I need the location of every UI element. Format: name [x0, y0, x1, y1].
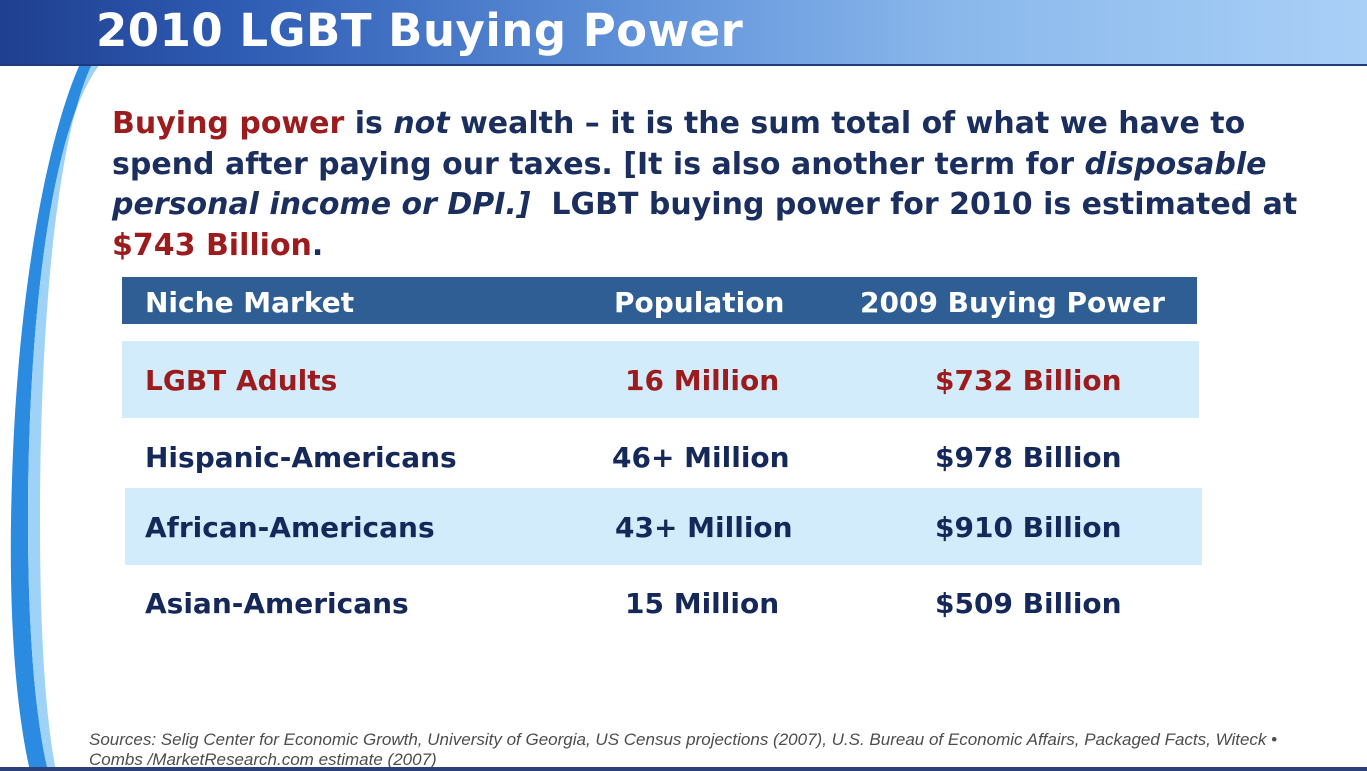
intro-amount: $743 Billion [112, 227, 312, 263]
intro-text-3: LGBT buying power for 2010 is estimated … [530, 187, 1308, 222]
intro-definition: disposable personal income or DPI.] [112, 146, 1267, 223]
cell-market: African-Americans [145, 511, 435, 544]
table-row: Hispanic-Americans 46+ Million $978 Bill… [122, 418, 1199, 495]
cell-population: 15 Million [625, 587, 780, 620]
header-buying-power: 2009 Buying Power [860, 286, 1165, 319]
decorative-swoosh [10, 64, 100, 771]
cell-buying-power: $732 Billion [935, 364, 1122, 397]
table-row: LGBT Adults 16 Million $732 Billion [122, 341, 1199, 418]
cell-population: 46+ Million [612, 441, 790, 474]
bottom-divider [0, 767, 1367, 771]
title-bar: 2010 LGBT Buying Power [0, 0, 1367, 66]
slide-title: 2010 LGBT Buying Power [96, 4, 744, 57]
cell-buying-power: $978 Billion [935, 441, 1122, 474]
intro-text-1: is [344, 106, 394, 141]
sources-footnote: Sources: Selig Center for Economic Growt… [89, 730, 1278, 769]
cell-market: LGBT Adults [145, 364, 338, 397]
header-niche-market: Niche Market [145, 286, 355, 319]
intro-paragraph: Buying power is not wealth – it is the s… [112, 104, 1312, 266]
table-header-row: Niche Market Population 2009 Buying Powe… [122, 277, 1197, 324]
cell-market: Hispanic-Americans [145, 441, 457, 474]
intro-term: Buying power [112, 106, 345, 141]
table-row: Asian-Americans 15 Million $509 Billion [122, 571, 1199, 648]
cell-buying-power: $910 Billion [935, 511, 1122, 544]
cell-market: Asian-Americans [145, 587, 409, 620]
intro-text-2: wealth – it is the sum total of what we … [112, 106, 1246, 182]
cell-buying-power: $509 Billion [935, 587, 1122, 620]
header-population: Population [614, 286, 785, 319]
intro-text-4: . [311, 227, 324, 263]
cell-population: 16 Million [625, 364, 780, 397]
cell-population: 43+ Million [615, 511, 793, 544]
intro-not: not [393, 106, 450, 141]
table-row: African-Americans 43+ Million $910 Billi… [125, 488, 1202, 565]
